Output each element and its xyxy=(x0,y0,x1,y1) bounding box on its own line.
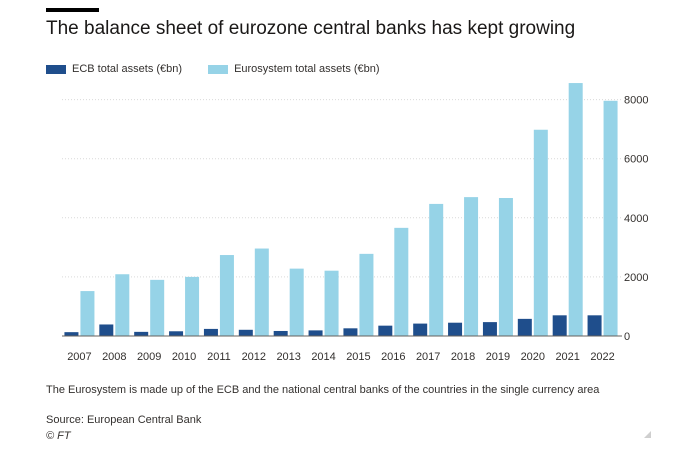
x-tick-label: 2022 xyxy=(590,351,614,363)
legend-label-ecb: ECB total assets (€bn) xyxy=(72,63,183,75)
bar-eurosystem xyxy=(603,100,618,336)
bar-ecb xyxy=(273,330,288,336)
y-tick-label: 4000 xyxy=(624,213,648,225)
y-tick-label: 6000 xyxy=(624,154,648,166)
bar-ecb xyxy=(64,332,79,336)
x-tick-label: 2010 xyxy=(172,351,196,363)
bar-ecb xyxy=(99,324,114,336)
legend-swatch-eurosystem xyxy=(208,64,229,74)
chart-footnote: The Eurosystem is made up of the ECB and… xyxy=(46,384,600,396)
x-tick-label: 2019 xyxy=(486,351,510,363)
bar-ecb xyxy=(169,331,184,336)
y-tick-label: 0 xyxy=(624,331,630,343)
legend-label-eurosystem: Eurosystem total assets (€bn) xyxy=(234,63,380,75)
chart-legend: ECB total assets (€bn) Eurosystem total … xyxy=(46,61,406,77)
bar-ecb xyxy=(308,330,323,336)
bar-eurosystem xyxy=(185,276,200,336)
bar-ecb xyxy=(587,315,602,336)
bar-eurosystem xyxy=(254,248,269,336)
chart-source: Source: European Central Bank xyxy=(46,414,202,426)
bar-eurosystem xyxy=(533,129,548,336)
legend-item-ecb: ECB total assets (€bn) xyxy=(46,63,182,75)
bar-ecb xyxy=(203,328,218,336)
x-tick-label: 2016 xyxy=(381,351,405,363)
bar-eurosystem xyxy=(115,274,130,336)
y-tick-label: 8000 xyxy=(624,95,648,107)
x-tick-label: 2014 xyxy=(311,351,335,363)
y-tick-label: 2000 xyxy=(624,272,648,284)
bar-ecb xyxy=(482,322,497,336)
bar-eurosystem xyxy=(219,255,234,336)
x-tick-label: 2015 xyxy=(346,351,370,363)
chart-title: The balance sheet of eurozone central ba… xyxy=(46,18,576,39)
bar-ecb xyxy=(134,331,149,336)
x-tick-label: 2021 xyxy=(555,351,579,363)
bar-eurosystem xyxy=(150,279,165,336)
x-tick-label: 2007 xyxy=(67,351,91,363)
x-tick-label: 2009 xyxy=(137,351,161,363)
x-tick-label: 2008 xyxy=(102,351,126,363)
bar-ecb xyxy=(552,315,567,336)
bar-ecb xyxy=(413,323,428,336)
x-tick-label: 2012 xyxy=(242,351,266,363)
bar-eurosystem xyxy=(80,291,95,336)
bar-eurosystem xyxy=(429,203,444,336)
bar-ecb xyxy=(343,328,358,336)
bar-eurosystem xyxy=(289,268,304,336)
brand-top-bar xyxy=(46,8,99,12)
chart-copyright: © FT xyxy=(46,430,71,442)
bar-eurosystem xyxy=(394,227,409,336)
bar-ecb xyxy=(238,329,253,336)
bar-ecb xyxy=(448,322,463,336)
resize-handle-icon[interactable] xyxy=(644,431,651,438)
legend-item-eurosystem: Eurosystem total assets (€bn) xyxy=(208,63,380,75)
bar-ecb xyxy=(517,318,532,336)
x-tick-label: 2011 xyxy=(207,351,231,363)
bar-eurosystem xyxy=(498,198,513,336)
bar-eurosystem xyxy=(464,197,479,336)
x-tick-label: 2018 xyxy=(451,351,475,363)
x-tick-label: 2017 xyxy=(416,351,440,363)
x-tick-label: 2020 xyxy=(521,351,545,363)
bar-ecb xyxy=(378,325,393,336)
bar-eurosystem xyxy=(568,83,583,336)
bar-eurosystem xyxy=(359,253,374,336)
x-tick-label: 2013 xyxy=(276,351,300,363)
bar-eurosystem xyxy=(324,270,339,336)
legend-swatch-ecb xyxy=(46,64,66,74)
